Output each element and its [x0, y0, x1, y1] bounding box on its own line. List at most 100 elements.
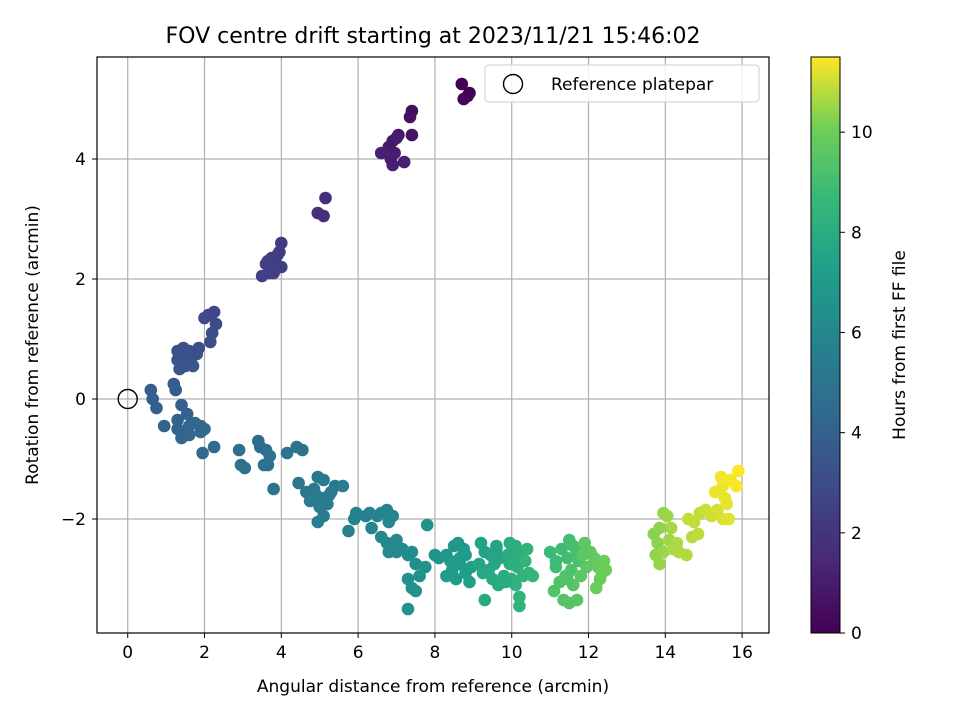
data-point [419, 560, 432, 574]
data-point [413, 569, 426, 583]
x-tick-label: 14 [654, 643, 676, 663]
x-tick-label: 10 [501, 643, 523, 663]
colorbar-label: Hours from first FF file [890, 250, 910, 440]
data-point [186, 359, 200, 373]
data-point [207, 440, 221, 454]
data-point [303, 494, 317, 508]
data-point [192, 341, 206, 355]
data-point [710, 503, 724, 517]
colorbar-tick-label: 2 [851, 524, 862, 544]
legend: Reference platepar [484, 64, 760, 103]
data-point [714, 470, 728, 484]
y-tick-label: 0 [75, 390, 86, 410]
data-point [420, 518, 434, 532]
chart-title: FOV centre drift starting at 2023/11/21 … [166, 24, 701, 49]
x-tick-label: 8 [430, 643, 441, 663]
data-point [198, 311, 211, 325]
data-point [349, 506, 363, 520]
grid-lines [97, 57, 769, 633]
colorbar-tick-label: 10 [851, 123, 873, 143]
data-point [173, 362, 186, 376]
data-point [453, 551, 467, 565]
data-point [490, 539, 503, 553]
data-point [292, 476, 305, 490]
data-point [455, 77, 469, 91]
data-point [319, 191, 332, 205]
data-point [595, 566, 609, 580]
x-tick-label: 6 [353, 643, 364, 663]
data-point [682, 512, 695, 526]
data-point [576, 548, 590, 562]
colorbar-tick-label: 0 [851, 624, 862, 644]
colorbar [810, 56, 841, 634]
data-point [670, 536, 684, 550]
colorbar-tick-label: 8 [851, 223, 862, 243]
reference-platepar-marker [117, 388, 138, 410]
data-point [267, 482, 280, 496]
data-point [401, 602, 415, 616]
legend-label-reference-platepar: Reference platepar [551, 75, 713, 95]
data-point [547, 584, 561, 598]
x-axis-ticks: 0 2 4 6 8 10 12 14 16 [122, 633, 753, 663]
x-axis-label: Angular distance from reference (arcmin) [257, 677, 609, 697]
data-point [718, 491, 732, 505]
data-point [449, 572, 463, 586]
data-point [259, 257, 273, 271]
data-point [653, 521, 666, 535]
data-point [255, 269, 269, 283]
data-point [405, 545, 419, 559]
data-point [171, 413, 184, 427]
data-point [653, 557, 666, 571]
data-point [526, 569, 540, 583]
data-point [261, 458, 275, 472]
plot-frame [96, 56, 770, 634]
data-point [561, 572, 574, 586]
legend-marker-open-circle-icon [502, 73, 524, 95]
data-point [516, 569, 530, 583]
data-point [409, 584, 423, 598]
data-point [280, 446, 294, 460]
data-point [664, 521, 678, 535]
data-points [144, 77, 745, 616]
data-point [232, 443, 246, 457]
data-point [182, 428, 196, 442]
data-point [472, 557, 486, 571]
data-point [317, 209, 330, 223]
data-point [390, 131, 403, 145]
data-point [543, 545, 557, 559]
data-point [651, 536, 664, 550]
data-point [574, 569, 588, 583]
data-point [336, 479, 350, 493]
x-tick-label: 4 [276, 643, 287, 663]
x-tick-label: 16 [731, 643, 753, 663]
data-point [513, 599, 526, 613]
y-axis-ticks: −2 0 2 4 [61, 150, 97, 530]
reference-marker-group [117, 388, 138, 410]
y-tick-label: −2 [61, 510, 86, 530]
data-point [440, 569, 453, 583]
data-point [499, 575, 513, 589]
data-point [150, 401, 163, 415]
data-point [405, 128, 419, 142]
data-point [169, 383, 182, 397]
data-point [561, 551, 574, 565]
data-point [374, 146, 388, 160]
y-tick-label: 4 [75, 150, 86, 170]
data-point [194, 425, 207, 439]
data-point [732, 464, 745, 478]
x-tick-label: 0 [122, 643, 133, 663]
legend-box [484, 64, 760, 103]
data-point [509, 578, 522, 592]
data-point [157, 419, 171, 433]
data-point [403, 110, 417, 124]
data-point [730, 479, 743, 493]
data-point [549, 560, 563, 574]
data-point [518, 554, 532, 568]
data-point [365, 521, 378, 535]
data-point [657, 506, 670, 520]
data-point [507, 554, 520, 568]
data-point [382, 545, 396, 559]
data-point [578, 536, 591, 550]
